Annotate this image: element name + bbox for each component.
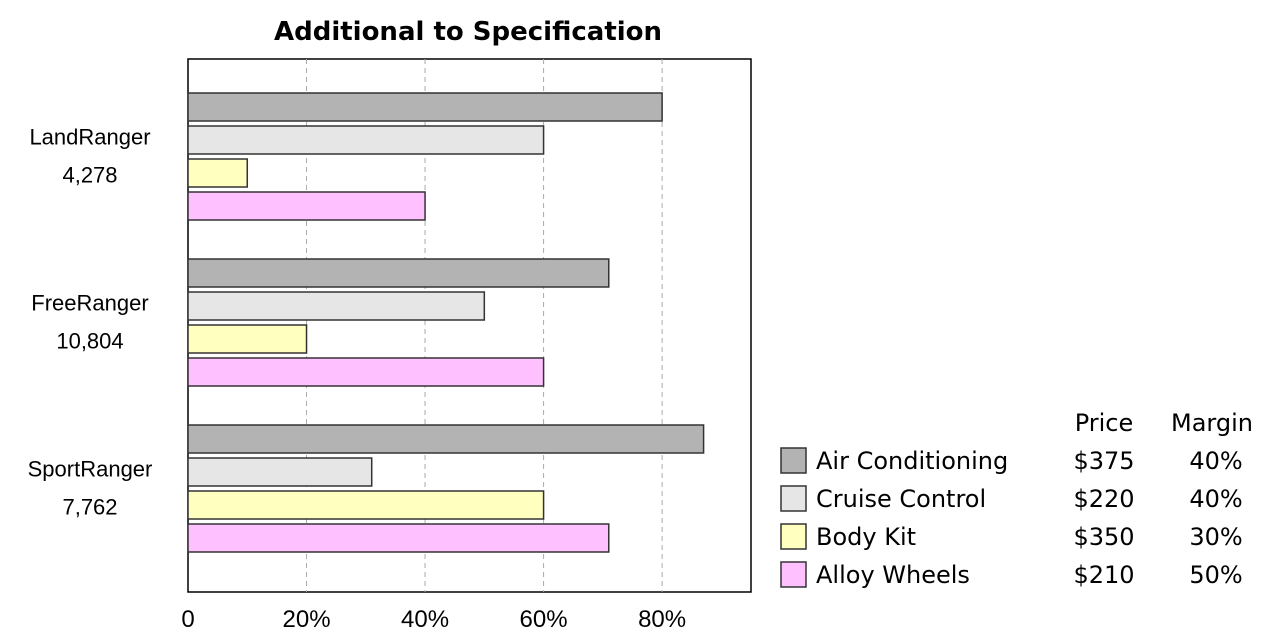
category-sublabel: 7,762 <box>62 495 117 520</box>
legend-price: $220 <box>1073 485 1134 513</box>
legend-margin: 40% <box>1189 485 1242 513</box>
legend-label: Cruise Control <box>816 485 986 513</box>
bar <box>188 425 704 453</box>
bar <box>188 524 609 552</box>
legend-margin: 40% <box>1189 447 1242 475</box>
category-sublabel: 10,804 <box>56 329 123 354</box>
legend-header-price: Price <box>1075 409 1134 437</box>
x-tick-label: 40% <box>401 606 449 633</box>
legend-price: $350 <box>1073 523 1134 551</box>
legend-swatch <box>781 448 806 473</box>
bar <box>188 325 307 353</box>
legend-margin: 50% <box>1189 561 1242 589</box>
bar <box>188 159 247 187</box>
legend-header-margin: Margin <box>1171 409 1253 437</box>
legend-margin: 30% <box>1189 523 1242 551</box>
bar <box>188 93 662 121</box>
legend-swatch <box>781 486 806 511</box>
category-labels: LandRanger 4,278 FreeRanger 10,804 SportRang… <box>28 125 153 520</box>
legend-swatch <box>781 524 806 549</box>
x-tick-label: 20% <box>283 606 331 633</box>
bar <box>188 358 544 386</box>
bar <box>188 458 372 486</box>
bar <box>188 192 425 220</box>
chart-title: Additional to Specification <box>274 17 662 47</box>
category-label: LandRanger <box>29 125 150 150</box>
bar <box>188 292 484 320</box>
legend: Price Margin Air Conditioning $375 40% Crui… <box>781 409 1253 589</box>
legend-label: Body Kit <box>816 523 916 551</box>
legend-price: $210 <box>1073 561 1134 589</box>
bar <box>188 491 544 519</box>
bar <box>188 259 609 287</box>
x-tick-label: 80% <box>638 606 686 633</box>
x-axis-ticks: 0 20% 40% 60% 80% <box>181 606 686 633</box>
x-tick-label: 60% <box>520 606 568 633</box>
category-sublabel: 4,278 <box>62 163 117 188</box>
category-label: SportRanger <box>28 457 153 482</box>
legend-label: Air Conditioning <box>816 447 1008 475</box>
x-tick-label: 0 <box>181 606 194 633</box>
bar <box>188 126 544 154</box>
legend-label: Alloy Wheels <box>816 561 970 589</box>
legend-price: $375 <box>1073 447 1134 475</box>
legend-swatch <box>781 562 806 587</box>
category-label: FreeRanger <box>31 291 148 316</box>
